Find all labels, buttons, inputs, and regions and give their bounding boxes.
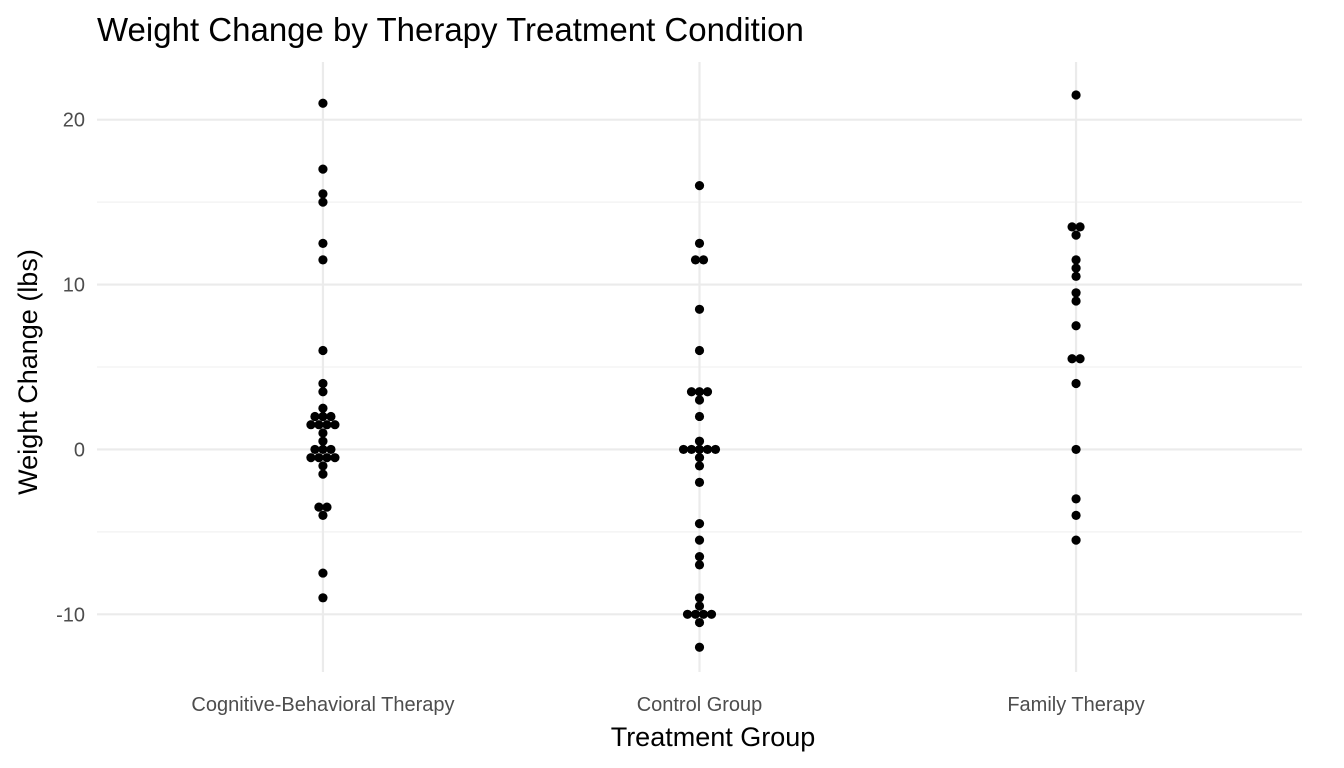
data-point [702,387,713,397]
data-point [694,453,705,463]
data-point [694,477,705,488]
data-point [694,345,705,356]
data-point [1071,535,1081,545]
data-point [326,444,336,455]
data-point [1071,263,1081,273]
data-point [318,345,328,356]
data-point [330,420,340,430]
data-point [690,255,701,265]
data-point [314,420,324,430]
data-point [306,420,316,430]
data-point [1067,222,1077,232]
data-point [1075,222,1085,232]
data-point [694,411,705,422]
data-point [694,304,705,314]
data-point [698,255,709,265]
data-point [1071,494,1081,504]
data-point [318,436,328,446]
data-point [318,255,328,265]
data-point [706,609,717,619]
data-point [318,568,328,578]
data-point [318,387,328,397]
data-point [694,181,705,191]
data-point [690,609,701,619]
chart-title: Weight Change by Therapy Treatment Condi… [97,11,804,48]
data-point [322,502,332,512]
data-point [318,164,328,174]
data-point [694,642,705,652]
data-point [694,444,705,455]
data-point [1071,271,1081,281]
data-point [310,411,320,422]
data-point [318,197,328,207]
data-point [694,461,705,471]
data-point [710,444,721,455]
data-point [1075,354,1085,364]
data-point [1071,90,1081,100]
data-point [694,593,705,603]
data-point [318,238,328,248]
data-point [322,453,332,463]
data-point [318,378,328,389]
data-point [694,436,705,446]
data-point [326,411,336,422]
data-point [1067,354,1077,364]
data-point [1071,510,1081,520]
data-point [682,609,693,619]
data-point [1071,378,1081,389]
data-point [1071,255,1081,265]
x-tick-label: Cognitive-Behavioral Therapy [191,694,454,716]
y-tick-label: 20 [63,110,85,132]
data-point [694,395,705,405]
data-point [318,411,328,422]
data-point [318,428,328,438]
data-point [318,189,328,199]
data-points [306,90,1085,652]
data-point [686,444,697,455]
y-tick-label: -10 [56,604,85,626]
data-point [1071,321,1081,331]
data-point [694,551,705,562]
data-point [318,444,328,455]
data-point [702,444,713,455]
x-axis-ticks: Cognitive-Behavioral Therapy Control Grou… [191,694,1144,716]
data-point [694,560,705,570]
data-point [318,403,328,413]
data-point [694,387,705,397]
x-axis-title: Treatment Group [611,722,816,752]
data-point [694,238,705,248]
data-point [318,510,328,520]
data-point [310,444,320,455]
data-point [1071,444,1081,455]
y-tick-label: 0 [74,439,85,461]
data-point [694,519,705,529]
data-point [318,593,328,603]
data-point [318,461,328,471]
data-point [1071,288,1081,298]
data-point [678,444,689,455]
y-tick-label: 10 [63,275,85,297]
data-point [686,387,697,397]
data-point [314,502,324,512]
data-point [694,601,705,611]
data-point [694,535,705,545]
data-point [1071,296,1081,306]
data-point [330,453,340,463]
x-tick-label: Control Group [637,694,763,716]
data-point [322,420,332,430]
data-point [318,98,328,108]
y-axis-ticks: -10 0 10 20 [56,110,85,627]
data-point [698,609,709,619]
x-tick-label: Family Therapy [1007,694,1144,716]
data-point [694,617,705,628]
y-axis-title: Weight Change (lbs) [13,249,43,495]
data-point [306,453,316,463]
data-point [318,469,328,479]
data-point [1071,230,1081,240]
data-point [314,453,324,463]
